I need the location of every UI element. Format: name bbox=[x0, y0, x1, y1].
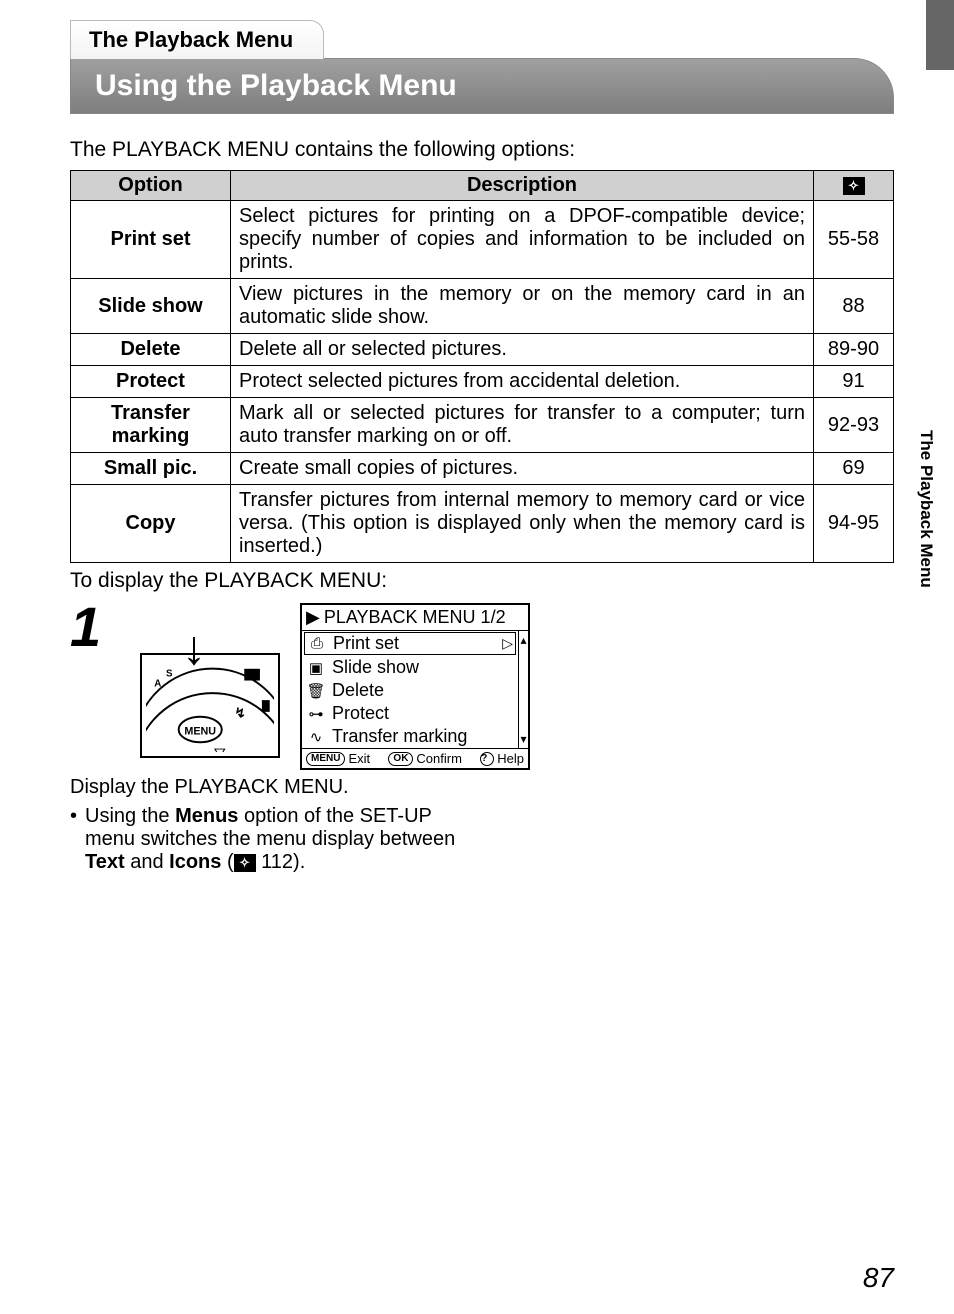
section-tab-small: The Playback Menu bbox=[70, 20, 324, 59]
confirm-label: Confirm bbox=[416, 751, 462, 766]
bullet-note: • Using the Menus option of the SET-UP m… bbox=[70, 805, 894, 874]
option-name: Print set bbox=[71, 201, 231, 279]
lcd-menu-item: ∿ Transfer marking bbox=[302, 725, 518, 748]
playback-icon: ▶ bbox=[306, 607, 320, 628]
menu-item-label: Delete bbox=[332, 680, 384, 701]
table-row: Slide showView pictures in the memory or… bbox=[71, 279, 894, 334]
menu-item-label: Print set bbox=[333, 633, 399, 654]
option-page: 92-93 bbox=[814, 398, 894, 453]
lcd-title: ▶ PLAYBACK MENU 1/2 bbox=[302, 605, 528, 631]
svg-text:MENU: MENU bbox=[184, 725, 216, 737]
option-desc: View pictures in the memory or on the me… bbox=[231, 279, 814, 334]
bullet-text-3: and bbox=[125, 851, 169, 873]
option-name: Copy bbox=[71, 485, 231, 563]
lcd-menu-item: ⎙ Print set bbox=[304, 632, 516, 655]
option-desc: Transfer pictures from internal memory t… bbox=[231, 485, 814, 563]
option-name: Delete bbox=[71, 334, 231, 366]
table-row: ProtectProtect selected pictures from ac… bbox=[71, 366, 894, 398]
th-description: Description bbox=[231, 171, 814, 201]
lcd-menu-item: 🗑 Delete bbox=[302, 679, 518, 702]
option-desc: Protect selected pictures from accidenta… bbox=[231, 366, 814, 398]
scrollbar: ▴▾ bbox=[518, 631, 528, 748]
subhead-text: To display the PLAYBACK MENU: bbox=[70, 569, 894, 593]
ok-button-icon: OK bbox=[388, 752, 413, 766]
option-name: Small pic. bbox=[71, 453, 231, 485]
menu-item-icon: ∿ bbox=[306, 728, 326, 746]
table-row: DeleteDelete all or selected pictures.89… bbox=[71, 334, 894, 366]
menu-item-icon: ⊶ bbox=[306, 705, 326, 723]
svg-text:A: A bbox=[154, 678, 161, 689]
lcd-menu-item: ▣ Slide show bbox=[302, 656, 518, 679]
menu-item-label: Slide show bbox=[332, 657, 419, 678]
bullet-text-1: Using the bbox=[85, 805, 175, 827]
option-desc: Delete all or selected pictures. bbox=[231, 334, 814, 366]
camera-dial-illustration: ↓ MENU ↯ S A bbox=[140, 653, 280, 758]
options-table: Option Description ✧ Print setSelect pic… bbox=[70, 170, 894, 563]
option-desc: Select pictures for printing on a DPOF-c… bbox=[231, 201, 814, 279]
menu-item-icon: ⎙ bbox=[307, 635, 327, 652]
intro-text: The PLAYBACK MENU contains the following… bbox=[70, 138, 894, 162]
option-page: 88 bbox=[814, 279, 894, 334]
menu-item-label: Protect bbox=[332, 703, 389, 724]
help-button-icon: ? bbox=[480, 752, 494, 766]
option-page: 89-90 bbox=[814, 334, 894, 366]
table-row: CopyTransfer pictures from internal memo… bbox=[71, 485, 894, 563]
th-option: Option bbox=[71, 171, 231, 201]
svg-text:↯: ↯ bbox=[234, 706, 245, 721]
bullet-ref-page: 112). bbox=[256, 851, 306, 873]
help-label: Help bbox=[497, 751, 524, 766]
option-name: Slide show bbox=[71, 279, 231, 334]
ref-icon: ✧ bbox=[843, 177, 865, 195]
option-desc: Create small copies of pictures. bbox=[231, 453, 814, 485]
step-number: 1 bbox=[70, 599, 120, 655]
table-row: Small pic.Create small copies of picture… bbox=[71, 453, 894, 485]
lcd-title-text: PLAYBACK MENU 1/2 bbox=[324, 607, 506, 628]
table-row: Print setSelect pictures for printing on… bbox=[71, 201, 894, 279]
option-page: 91 bbox=[814, 366, 894, 398]
option-page: 69 bbox=[814, 453, 894, 485]
bullet-bold-icons: Icons bbox=[169, 851, 221, 873]
svg-text:S: S bbox=[166, 669, 173, 680]
option-desc: Mark all or selected pictures for transf… bbox=[231, 398, 814, 453]
header-tabs: The Playback Menu Using the Playback Men… bbox=[70, 20, 894, 114]
option-page: 94-95 bbox=[814, 485, 894, 563]
section-tab-big: Using the Playback Menu bbox=[70, 58, 894, 114]
lcd-screen: ▶ PLAYBACK MENU 1/2 ⎙ Print set ▣ Slide sho… bbox=[300, 603, 530, 770]
th-page-ref: ✧ bbox=[814, 171, 894, 201]
table-row: Transfer markingMark all or selected pic… bbox=[71, 398, 894, 453]
menu-item-icon: ▣ bbox=[306, 659, 326, 677]
bullet-bold-text: Text bbox=[85, 851, 125, 873]
option-name: Transfer marking bbox=[71, 398, 231, 453]
bullet-bold-menus: Menus bbox=[175, 805, 238, 827]
option-name: Protect bbox=[71, 366, 231, 398]
option-page: 55-58 bbox=[814, 201, 894, 279]
menu-item-label: Transfer marking bbox=[332, 726, 467, 747]
menu-button-icon: MENU bbox=[306, 752, 345, 766]
lcd-footer: MENU Exit OK Confirm ? Help bbox=[302, 748, 528, 768]
step-caption: Display the PLAYBACK MENU. bbox=[70, 776, 894, 799]
page-number: 87 bbox=[863, 1262, 894, 1294]
exit-label: Exit bbox=[348, 751, 370, 766]
lcd-menu-item: ⊶ Protect bbox=[302, 702, 518, 725]
menu-item-icon: 🗑 bbox=[306, 682, 326, 700]
ref-icon-inline: ✧ bbox=[234, 854, 256, 872]
